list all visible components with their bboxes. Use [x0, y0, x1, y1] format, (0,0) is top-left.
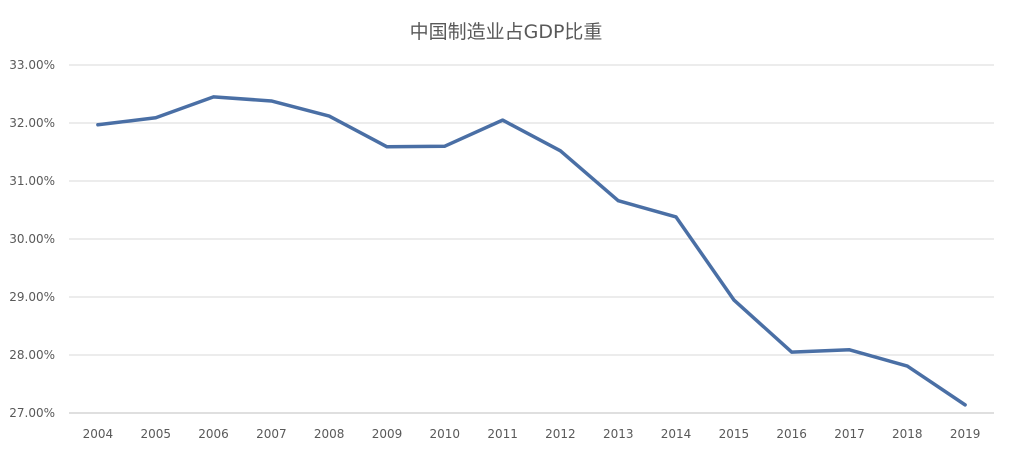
- data-point: [558, 149, 562, 153]
- x-tick-label: 2016: [776, 427, 807, 441]
- data-point: [212, 95, 216, 99]
- data-point: [616, 199, 620, 203]
- x-tick-label: 2015: [719, 427, 750, 441]
- x-tick-label: 2004: [83, 427, 114, 441]
- data-point: [905, 364, 909, 368]
- data-point: [790, 350, 794, 354]
- data-point: [732, 298, 736, 302]
- x-tick-label: 2011: [487, 427, 518, 441]
- data-point: [963, 403, 967, 407]
- data-point: [154, 116, 158, 120]
- x-tick-label: 2014: [661, 427, 692, 441]
- data-point: [501, 118, 505, 122]
- data-point: [96, 123, 100, 127]
- x-tick-label: 2010: [430, 427, 461, 441]
- x-tick-label: 2017: [834, 427, 865, 441]
- y-tick-label: 33.00%: [9, 58, 55, 72]
- y-tick-label: 31.00%: [9, 174, 55, 188]
- x-tick-label: 2013: [603, 427, 634, 441]
- y-tick-label: 27.00%: [9, 406, 55, 420]
- x-tick-label: 2009: [372, 427, 403, 441]
- x-tick-label: 2007: [256, 427, 287, 441]
- y-tick-label: 29.00%: [9, 290, 55, 304]
- y-tick-label: 28.00%: [9, 348, 55, 362]
- x-tick-label: 2019: [950, 427, 981, 441]
- data-point: [443, 144, 447, 148]
- series-line: [96, 95, 967, 407]
- data-point: [674, 215, 678, 219]
- y-tick-label: 32.00%: [9, 116, 55, 130]
- data-point: [847, 348, 851, 352]
- x-tick-label: 2008: [314, 427, 345, 441]
- y-tick-label: 30.00%: [9, 232, 55, 246]
- x-tick-label: 2006: [198, 427, 229, 441]
- x-tick-label: 2018: [892, 427, 923, 441]
- data-point: [327, 114, 331, 118]
- chart-title: 中国制造业占GDP比重: [410, 21, 603, 43]
- x-tick-label: 2005: [140, 427, 171, 441]
- data-point: [385, 145, 389, 149]
- data-point: [269, 99, 273, 103]
- x-tick-label: 2012: [545, 427, 576, 441]
